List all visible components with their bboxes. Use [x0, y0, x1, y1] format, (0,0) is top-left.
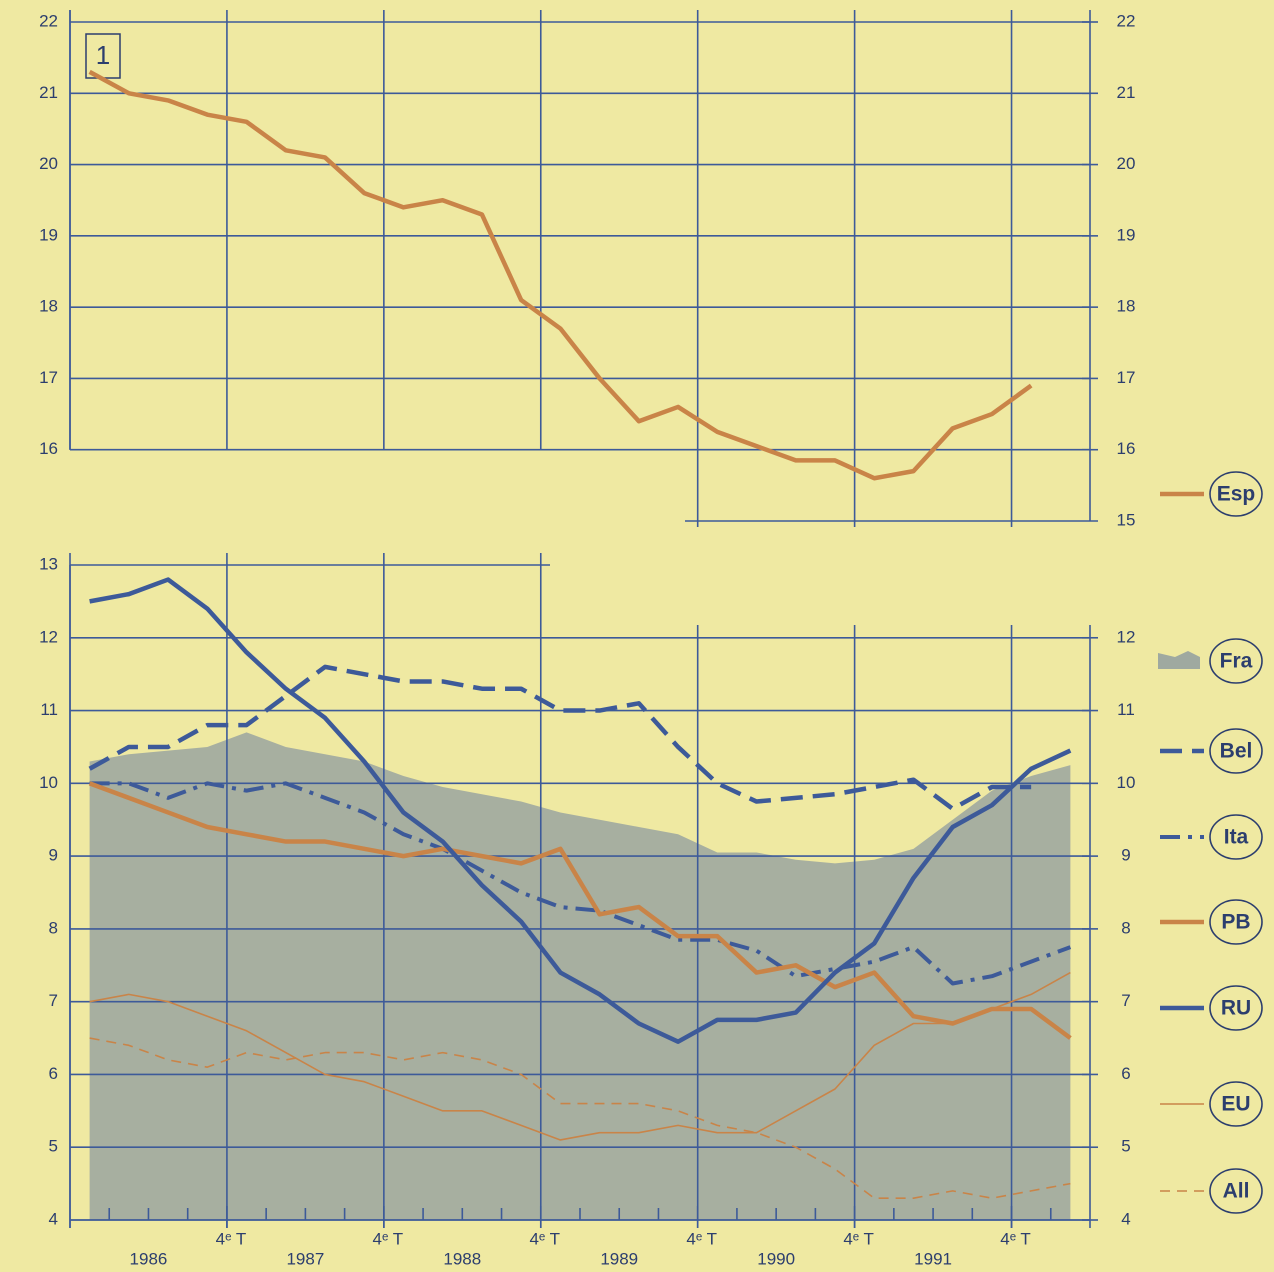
- y2-tick-label: 4: [1121, 1209, 1130, 1228]
- y2-tick-label: 9: [1121, 846, 1130, 865]
- y-tick-label: 7: [49, 991, 58, 1010]
- y2-tick-label: 17: [1117, 368, 1136, 387]
- y2-tick-label: 6: [1121, 1064, 1130, 1083]
- legend-circle: [1209, 899, 1263, 945]
- legend-label: Ita: [1224, 826, 1249, 849]
- y2-tick-label: 22: [1117, 11, 1136, 30]
- y-tick-label: 22: [39, 11, 58, 30]
- y2-tick-label: 12: [1117, 627, 1136, 646]
- y2-tick-label: 21: [1117, 83, 1136, 102]
- y2-tick-label: 11: [1117, 700, 1135, 719]
- legend-label: PB: [1221, 911, 1250, 934]
- y2-tick-label: 19: [1117, 225, 1136, 244]
- y-tick-label: 5: [49, 1137, 58, 1156]
- line: [89, 781, 1072, 986]
- y-tick-label: 21: [39, 83, 58, 102]
- legend-circle: [1209, 471, 1263, 517]
- y-tick-label: 8: [49, 918, 58, 937]
- y-tick-label: 11: [40, 700, 58, 719]
- x-tick-label: 4ᵉ T: [373, 1229, 404, 1248]
- legend-label: RU: [1221, 997, 1251, 1020]
- line: [89, 971, 1071, 1141]
- panel-label: 1: [96, 40, 110, 70]
- legend-circle: [1209, 1081, 1263, 1127]
- line: [89, 1037, 1071, 1199]
- y2-tick-label: 18: [1117, 297, 1136, 316]
- x-tick-label: 4ᵉ T: [216, 1229, 247, 1248]
- y-tick-label: 19: [39, 225, 58, 244]
- y-tick-label: 17: [39, 368, 58, 387]
- legend-circle: [1209, 728, 1263, 774]
- y-tick-label: 18: [39, 297, 58, 316]
- legend-circle: [1209, 638, 1263, 684]
- legend-label: All: [1223, 1180, 1250, 1203]
- legend-label: EU: [1221, 1093, 1250, 1116]
- y-tick-label: 12: [39, 627, 58, 646]
- y-tick-label: 4: [49, 1209, 58, 1228]
- year-label: 1990: [757, 1249, 795, 1268]
- areas: [89, 732, 1071, 1220]
- line: [88, 69, 1033, 481]
- y2-tick-label: 7: [1121, 991, 1130, 1010]
- y2-tick-label: 15: [1117, 510, 1136, 529]
- year-label: 1991: [914, 1249, 952, 1268]
- legend-label: Fra: [1220, 650, 1253, 673]
- y2-tick-label: 10: [1117, 773, 1136, 792]
- y2-tick-label: 5: [1121, 1137, 1130, 1156]
- y-tick-label: 16: [39, 439, 58, 458]
- line: [89, 577, 1072, 1044]
- y2-tick-label: 16: [1117, 439, 1136, 458]
- x-tick-label: 4ᵉ T: [1000, 1229, 1031, 1248]
- x-tick-label: 4ᵉ T: [529, 1229, 560, 1248]
- y-tick-label: 10: [39, 773, 58, 792]
- x-tick-label: 4ᵉ T: [686, 1229, 717, 1248]
- legend-circle: [1209, 1168, 1263, 1214]
- line: [88, 781, 1072, 1040]
- legend-swatch: [1158, 651, 1200, 669]
- x-tick-label: 4ᵉ T: [843, 1229, 874, 1248]
- legend-label: Esp: [1217, 483, 1256, 506]
- legend-circle: [1209, 814, 1263, 860]
- year-label: 1988: [443, 1249, 481, 1268]
- legend-label: Bel: [1220, 740, 1253, 763]
- y-tick-label: 9: [49, 846, 58, 865]
- year-label: 1986: [130, 1249, 168, 1268]
- y2-tick-label: 20: [1117, 154, 1136, 173]
- legend-circle: [1209, 985, 1263, 1031]
- y2-tick-label: 8: [1121, 918, 1130, 937]
- line: [88, 664, 1032, 812]
- year-label: 1989: [600, 1249, 638, 1268]
- area: [89, 732, 1071, 1220]
- y-tick-label: 13: [39, 554, 58, 573]
- year-label: 1987: [286, 1249, 324, 1268]
- y-tick-label: 20: [39, 154, 58, 173]
- y-tick-label: 6: [49, 1064, 58, 1083]
